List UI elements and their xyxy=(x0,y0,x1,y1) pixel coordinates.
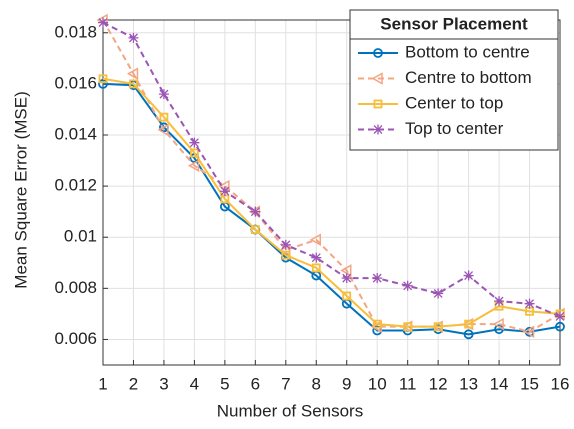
data-point xyxy=(126,67,139,80)
plot-frame xyxy=(102,19,561,366)
legend-marker xyxy=(373,99,383,109)
y-axis-label: Mean Square Error (MSE) xyxy=(11,91,30,288)
data-point xyxy=(463,329,474,340)
y-tick-label: 0.012 xyxy=(54,176,97,195)
data-point xyxy=(189,148,199,158)
data-point xyxy=(98,17,108,28)
x-tick-label: 10 xyxy=(368,374,387,393)
data-point xyxy=(341,273,352,284)
data-point xyxy=(555,311,565,322)
y-tick-label: 0.016 xyxy=(54,73,97,92)
data-point xyxy=(219,186,230,197)
data-point xyxy=(463,270,474,281)
data-point xyxy=(98,78,108,89)
data-point xyxy=(158,89,169,100)
x-tick-label: 6 xyxy=(251,374,260,393)
legend-box xyxy=(349,9,559,151)
data-point xyxy=(98,74,108,84)
legend-label: Top to center xyxy=(405,119,504,138)
legend-marker xyxy=(373,48,383,58)
legend-label: Bottom to centre xyxy=(405,42,530,61)
y-tick-label: 0.01 xyxy=(64,227,97,246)
x-tick-label: 8 xyxy=(312,374,321,393)
data-point xyxy=(494,296,505,307)
data-point xyxy=(524,298,535,309)
data-point xyxy=(281,250,291,260)
legend-marker xyxy=(371,72,383,85)
series-line xyxy=(102,19,561,333)
y-tick-label: 0.008 xyxy=(54,278,97,297)
x-tick-label: 7 xyxy=(281,374,290,393)
x-tick-label: 2 xyxy=(129,374,138,393)
data-point xyxy=(433,288,444,299)
data-point xyxy=(157,123,169,137)
data-point xyxy=(250,206,261,217)
x-tick-label: 3 xyxy=(159,374,168,393)
x-tick-label: 4 xyxy=(190,374,199,393)
data-point xyxy=(555,321,565,332)
x-tick-label: 9 xyxy=(342,374,351,393)
x-axis-label: Number of Sensors xyxy=(217,401,363,420)
data-point xyxy=(309,233,322,247)
data-point xyxy=(159,112,169,122)
data-point xyxy=(250,225,260,234)
data-point xyxy=(311,252,322,263)
data-point xyxy=(464,319,474,329)
x-tick-label: 13 xyxy=(459,374,478,393)
data-point xyxy=(433,322,443,332)
data-point xyxy=(128,32,139,43)
y-tick-label: 0.018 xyxy=(54,22,97,41)
data-point xyxy=(522,325,535,339)
data-point xyxy=(402,280,413,291)
data-point xyxy=(372,319,382,329)
x-tick-label: 1 xyxy=(98,374,107,393)
data-point xyxy=(129,79,138,89)
series-line xyxy=(102,82,561,336)
legend-label: Center to top xyxy=(405,93,503,112)
data-point xyxy=(403,322,413,332)
data-point xyxy=(372,273,383,284)
data-point xyxy=(342,291,352,301)
data-point xyxy=(492,317,504,331)
x-tick-label: 15 xyxy=(520,374,539,393)
data-point xyxy=(311,263,321,273)
legend-label: Centre to bottom xyxy=(405,68,532,87)
x-tick-label: 5 xyxy=(220,374,229,393)
series-line xyxy=(102,21,561,318)
x-tick-label: 16 xyxy=(551,374,570,393)
y-tick-label: 0.014 xyxy=(54,124,97,143)
x-tick-label: 14 xyxy=(490,374,509,393)
x-tick-label: 12 xyxy=(429,374,448,393)
legend-title: Sensor Placement xyxy=(380,14,528,33)
data-point xyxy=(340,264,352,277)
data-point xyxy=(280,239,291,250)
legend-marker xyxy=(373,124,383,135)
x-tick-label: 11 xyxy=(399,374,417,393)
data-point xyxy=(187,159,200,172)
y-tick-label: 0.006 xyxy=(54,329,97,348)
series-line xyxy=(102,77,561,328)
data-point xyxy=(189,137,200,148)
